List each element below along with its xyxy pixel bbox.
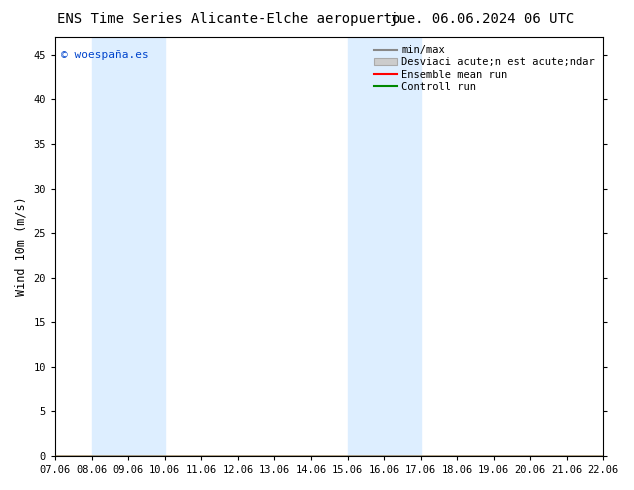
Bar [347, 37, 420, 456]
Legend: min/max, Desviaci acute;n est acute;ndar, Ensemble mean run, Controll run: min/max, Desviaci acute;n est acute;ndar… [371, 42, 598, 95]
Text: ENS Time Series Alicante-Elche aeropuerto: ENS Time Series Alicante-Elche aeropuert… [56, 12, 400, 26]
Bar [92, 37, 165, 456]
Y-axis label: Wind 10m (m/s): Wind 10m (m/s) [15, 196, 28, 296]
Text: jue. 06.06.2024 06 UTC: jue. 06.06.2024 06 UTC [390, 12, 574, 26]
Text: © woespaña.es: © woespaña.es [61, 49, 148, 60]
